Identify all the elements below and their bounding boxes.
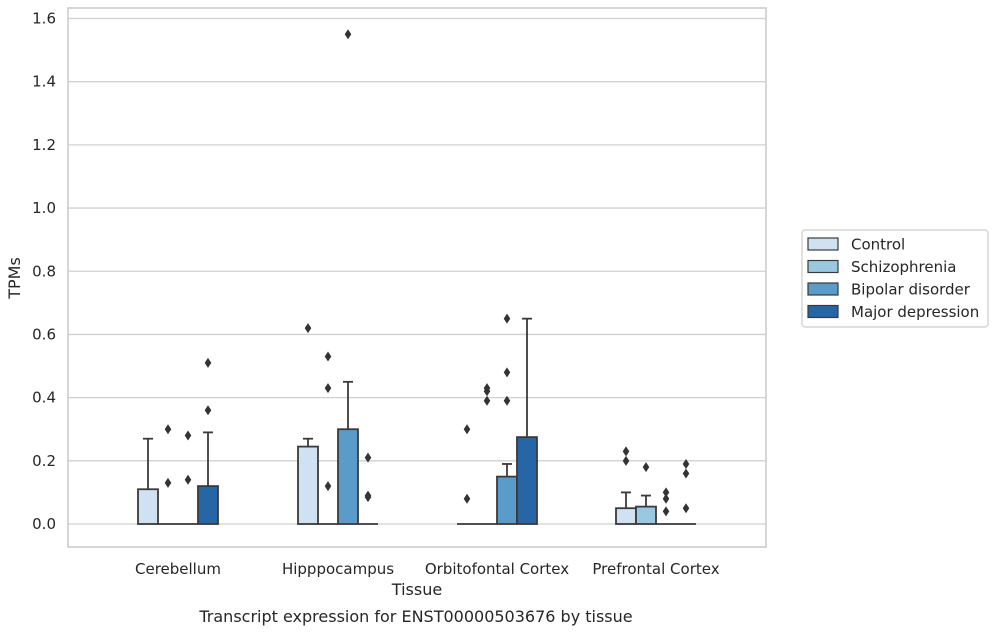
- outlier-point: [364, 452, 372, 463]
- outlier-point: [164, 477, 172, 488]
- legend-label: Schizophrenia: [851, 258, 956, 276]
- legend-swatch: [807, 237, 839, 251]
- outlier-point: [682, 503, 690, 514]
- y-tick-label: 0.8: [32, 262, 56, 280]
- error-bars: [143, 317, 651, 509]
- legend-swatch: [807, 304, 839, 319]
- outlier-point: [164, 424, 172, 435]
- outliers: [164, 29, 690, 517]
- grid-lines: [68, 17, 766, 525]
- bar: [635, 505, 657, 525]
- outlier-point: [682, 458, 690, 469]
- y-tick-label: 0.6: [32, 325, 56, 343]
- outlier-point: [324, 383, 332, 394]
- legend-label: Major depression: [851, 303, 979, 321]
- y-tick-label: 0.0: [32, 515, 56, 533]
- outlier-point: [204, 357, 212, 368]
- y-tick-labels: 0.0 0.2 0.4 0.6 0.8 1.0 1.2 1.4 1.6: [32, 10, 56, 534]
- bar: [337, 428, 359, 525]
- legend-swatch: [807, 282, 839, 296]
- outlier-point: [463, 424, 471, 435]
- x-tick-labels: Cerebellum Hipppocampus Orbitofontal Corte…: [135, 560, 720, 578]
- y-tick-label: 1.4: [32, 73, 56, 91]
- bar: [496, 475, 518, 525]
- bar: [615, 507, 637, 525]
- bar: [197, 485, 219, 525]
- legend: Control Schizophrenia Bipolar disorder Majo…: [801, 229, 989, 328]
- outlier-point: [503, 367, 511, 378]
- x-axis-label: Tissue: [391, 580, 442, 599]
- legend-label: Bipolar disorder: [851, 281, 971, 299]
- x-tick-label: Orbitofontal Cortex: [425, 560, 569, 578]
- legend-frame: [801, 229, 989, 328]
- outlier-point: [364, 492, 372, 503]
- outlier-point: [503, 395, 511, 406]
- legend-label: Control: [851, 236, 905, 254]
- outlier-point: [324, 351, 332, 362]
- outlier-point: [662, 506, 670, 517]
- outlier-point: [184, 430, 192, 441]
- y-tick-label: 1.0: [32, 199, 56, 217]
- outlier-point: [184, 474, 192, 485]
- bars: [137, 428, 696, 525]
- outlier-point: [463, 493, 471, 504]
- outlier-point: [483, 395, 491, 406]
- outlier-point: [682, 468, 690, 479]
- y-tick-label: 1.2: [32, 136, 56, 154]
- legend-swatch: [807, 259, 839, 274]
- x-tick-label: Cerebellum: [135, 560, 221, 578]
- outlier-point: [344, 29, 352, 40]
- y-tick-label: 0.2: [32, 452, 56, 470]
- y-tick-label: 0.4: [32, 389, 56, 407]
- x-tick-label: Hipppocampus: [282, 560, 394, 578]
- x-tick-label: Prefrontal Cortex: [592, 560, 719, 578]
- y-axis-label: TPMs: [5, 257, 24, 300]
- outlier-point: [642, 462, 650, 473]
- outlier-point: [204, 405, 212, 416]
- outlier-point: [622, 446, 630, 457]
- plot-frame: [67, 7, 767, 548]
- outlier-point: [662, 487, 670, 498]
- y-tick-label: 1.6: [32, 10, 56, 28]
- outlier-point: [622, 455, 630, 466]
- bar: [137, 488, 159, 525]
- outlier-point: [324, 481, 332, 492]
- outlier-point: [304, 323, 312, 334]
- bar: [297, 445, 319, 525]
- outlier-point: [662, 493, 670, 504]
- outlier-point: [483, 386, 491, 397]
- chart-caption: Transcript expression for ENST0000050367…: [198, 607, 632, 626]
- bar: [516, 436, 538, 525]
- outlier-point: [503, 313, 511, 324]
